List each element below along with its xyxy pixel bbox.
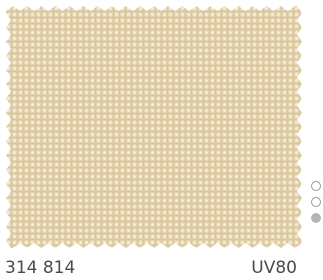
color-option-selected[interactable]	[311, 213, 321, 223]
uv-rating: UV80	[251, 258, 297, 278]
color-option[interactable]	[312, 198, 321, 207]
color-option[interactable]	[312, 182, 321, 191]
swatch-card: 314 814 UV80	[0, 0, 323, 280]
fabric-swatch	[6, 6, 302, 248]
product-code: 314 814	[5, 258, 75, 278]
